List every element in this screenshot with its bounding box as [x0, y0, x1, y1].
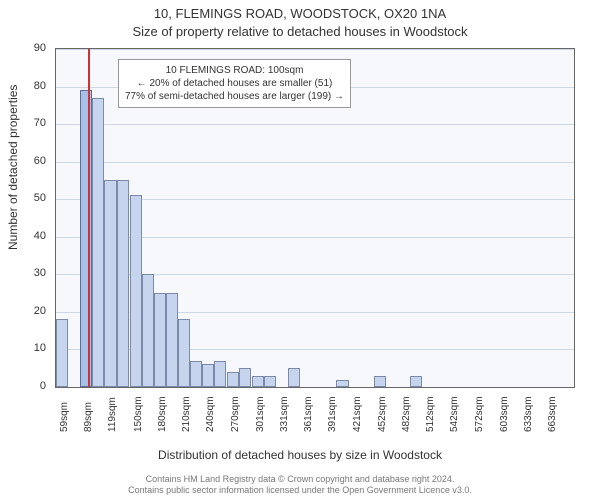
y-tick-label: 50: [6, 192, 46, 204]
plot-area: 10 FLEMINGS ROAD: 100sqm ← 20% of detach…: [55, 48, 575, 388]
chart-title-address: 10, FLEMINGS ROAD, WOODSTOCK, OX20 1NA: [0, 6, 600, 21]
x-axis-label: Distribution of detached houses by size …: [0, 448, 600, 462]
histogram-bar: [142, 274, 154, 387]
histogram-bar: [288, 368, 300, 387]
x-tick-label: 270sqm: [230, 396, 241, 432]
x-tick-label: 210sqm: [181, 396, 192, 432]
x-tick-label: 89sqm: [83, 402, 94, 432]
chart-subtitle: Size of property relative to detached ho…: [0, 24, 600, 39]
chart-container: 10, FLEMINGS ROAD, WOODSTOCK, OX20 1NA S…: [0, 0, 600, 500]
x-tick-label: 421sqm: [352, 396, 363, 432]
x-tick-label: 150sqm: [133, 396, 144, 432]
histogram-bar: [239, 368, 251, 387]
footer-line2: Contains public sector information licen…: [0, 485, 600, 496]
annotation-line2: ← 20% of detached houses are smaller (51…: [125, 77, 344, 90]
x-tick-label: 240sqm: [205, 396, 216, 432]
property-marker-line: [88, 49, 90, 387]
histogram-bar: [252, 376, 264, 387]
histogram-bar: [374, 376, 386, 387]
x-tick-label: 663sqm: [547, 396, 558, 432]
y-tick-label: 60: [6, 155, 46, 167]
annotation-line3: 77% of semi-detached houses are larger (…: [125, 90, 344, 103]
histogram-bar: [104, 180, 116, 387]
x-tick-label: 512sqm: [425, 396, 436, 432]
x-tick-label: 59sqm: [59, 402, 70, 432]
histogram-bar: [166, 293, 178, 387]
y-tick-labels: 0102030405060708090: [0, 48, 50, 388]
x-tick-label: 180sqm: [157, 396, 168, 432]
histogram-bar: [214, 361, 226, 387]
x-tick-label: 301sqm: [255, 396, 266, 432]
histogram-bar: [117, 180, 129, 387]
y-tick-label: 10: [6, 342, 46, 354]
histogram-bar: [80, 90, 92, 387]
x-tick-label: 331sqm: [279, 396, 290, 432]
footer-attribution: Contains HM Land Registry data © Crown c…: [0, 474, 600, 497]
annotation-box: 10 FLEMINGS ROAD: 100sqm ← 20% of detach…: [118, 59, 351, 108]
y-tick-label: 90: [6, 42, 46, 54]
y-tick-label: 0: [6, 380, 46, 392]
x-tick-label: 542sqm: [449, 396, 460, 432]
x-tick-label: 603sqm: [499, 396, 510, 432]
histogram-bar: [202, 364, 214, 387]
x-tick-label: 633sqm: [523, 396, 534, 432]
y-tick-label: 80: [6, 80, 46, 92]
histogram-bar: [130, 195, 142, 387]
histogram-bar: [178, 319, 190, 387]
histogram-bar: [190, 361, 202, 387]
histogram-bar: [56, 319, 68, 387]
histogram-bar: [264, 376, 276, 387]
histogram-bar: [92, 98, 104, 387]
y-tick-label: 20: [6, 305, 46, 317]
histogram-bar: [410, 376, 422, 387]
x-tick-label: 482sqm: [401, 396, 412, 432]
histogram-bar: [227, 372, 239, 387]
histogram-bar: [154, 293, 166, 387]
annotation-line1: 10 FLEMINGS ROAD: 100sqm: [125, 64, 344, 77]
x-tick-label: 391sqm: [327, 396, 338, 432]
x-tick-label: 361sqm: [303, 396, 314, 432]
x-tick-labels: 59sqm 89sqm 119sqm 150sqm 180sqm 210sqm 240sqm…: [55, 390, 575, 450]
x-tick-label: 119sqm: [107, 397, 118, 432]
y-tick-label: 70: [6, 117, 46, 129]
y-tick-label: 30: [6, 267, 46, 279]
x-tick-label: 572sqm: [474, 396, 485, 432]
histogram-bar: [336, 380, 348, 388]
footer-line1: Contains HM Land Registry data © Crown c…: [0, 474, 600, 485]
x-tick-label: 452sqm: [377, 396, 388, 432]
y-tick-label: 40: [6, 230, 46, 242]
